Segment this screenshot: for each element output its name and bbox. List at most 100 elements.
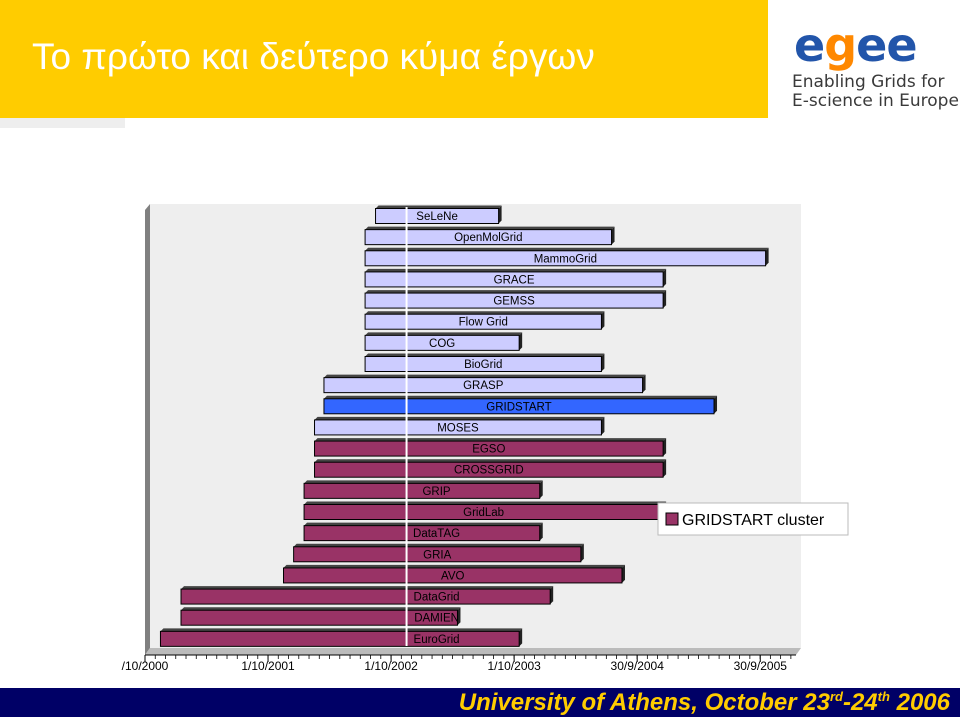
x-tick-label: 1/10/2002 [364,659,418,673]
bar-moses [314,419,602,436]
footer-sup-th: th [877,689,890,704]
bar-side [519,332,523,351]
bar-gemss [364,292,664,309]
x-tick-label: 1/10/2003 [487,659,541,673]
bar-egso [314,440,664,457]
bar-label: AVO [441,570,464,582]
bar-label: SeLeNe [416,211,458,223]
bar-top [365,290,667,294]
bar-label: GRIP [422,486,450,498]
bar-side [457,607,461,626]
bar-label: GEMSS [493,296,535,308]
bar-datagrid [180,588,551,605]
bar-side [539,522,543,541]
logo-letter-e: e [794,18,825,72]
bar-top [365,247,769,251]
bar-top [365,268,667,272]
bar-openmolgrid [364,229,613,246]
bar-label: DataGrid [414,592,460,604]
bar-label: OpenMolGrid [454,232,522,244]
bar-side [601,311,605,330]
x-tick-label: 1/10/2001 [241,659,295,673]
footer-text: University of Athens, October 23rd-24th … [459,689,950,717]
bar-datatag [303,525,541,542]
bar-top [314,459,667,463]
bar-top [293,543,584,547]
bar-top [365,311,605,315]
bar-label: BioGrid [464,359,502,371]
legend-swatch [665,512,679,526]
legend-label: GRIDSTART cluster [682,512,825,529]
bar-side [621,564,625,583]
bar-gridstart [323,398,715,415]
bar-top [323,395,718,399]
egee-logo: egee Enabling Grids for E-science in Eur… [768,0,960,118]
bar-top [314,438,667,442]
bar-side [580,543,584,562]
bar-mammogrid [364,250,767,267]
bar-grip [303,482,541,499]
bar-side [539,480,543,499]
bar-top [181,607,461,611]
x-tick-label: 30/9/2004 [611,659,665,673]
bar-label: EuroGrid [414,634,460,646]
slide-title: Το πρώτο και δεύτερο κύμα έργων [32,36,595,77]
bar-side [765,247,769,266]
bar-eurogrid [159,630,520,647]
bar-label: CROSSGRID [454,465,524,477]
bar-side [498,205,502,224]
footer-text-middle: -24 [842,689,878,716]
bar-label: Flow Grid [459,317,508,329]
bar-top [304,522,543,526]
logo-letter-g: g [824,18,857,72]
footer-band: University of Athens, October 23rd-24th … [0,688,960,717]
bar-top [304,480,543,484]
bar-side [663,290,667,309]
bar-top [323,374,646,378]
bar-side [601,416,605,435]
bar-label: DAMIEN [414,613,459,625]
bar-label: COG [429,338,455,350]
bar-top [365,353,605,357]
bar-top [314,416,605,420]
bar-label: MammoGrid [534,253,597,265]
legend-box [657,502,849,536]
header-shadow [0,118,125,128]
bar-top [304,501,667,505]
bar-label: GridLab [463,507,504,519]
bar-gria [293,546,582,563]
bar-top [160,628,523,632]
bar-label: DataTAG [413,528,460,540]
x-tick-label: 30/9/2005 [734,659,788,673]
bar-cog [364,334,520,351]
logo-tagline-2: E-science in Europe [792,91,959,111]
footer-text-prefix: University of Athens, October 23 [458,689,830,716]
bar-side [714,395,718,414]
bar-label: GRIA [423,549,451,561]
bar-label: EGSO [472,444,505,456]
footer-sup-rd: rd [829,689,843,704]
logo-letters-ee: ee [856,18,917,72]
bar-top [365,226,615,230]
bar-top [365,332,523,336]
bar-label: GRIDSTART [486,401,551,413]
bar-crossgrid [314,461,664,478]
bar-grace [364,271,664,288]
bar-grasp [323,377,644,394]
bar-side [550,586,554,605]
bar-side [601,353,605,372]
bar-side [519,628,523,647]
plot-floor [145,648,801,655]
bar-side [663,459,667,478]
header-band [0,0,768,118]
bar-label: GRACE [494,274,535,286]
bar-top [283,564,625,568]
bar-side [642,374,646,393]
bar-side [611,226,615,245]
bar-avo [283,567,623,584]
bar-flow-grid [364,313,602,330]
bar-damien [180,609,458,626]
bar-label: MOSES [437,422,479,434]
bar-label: GRASP [463,380,504,392]
